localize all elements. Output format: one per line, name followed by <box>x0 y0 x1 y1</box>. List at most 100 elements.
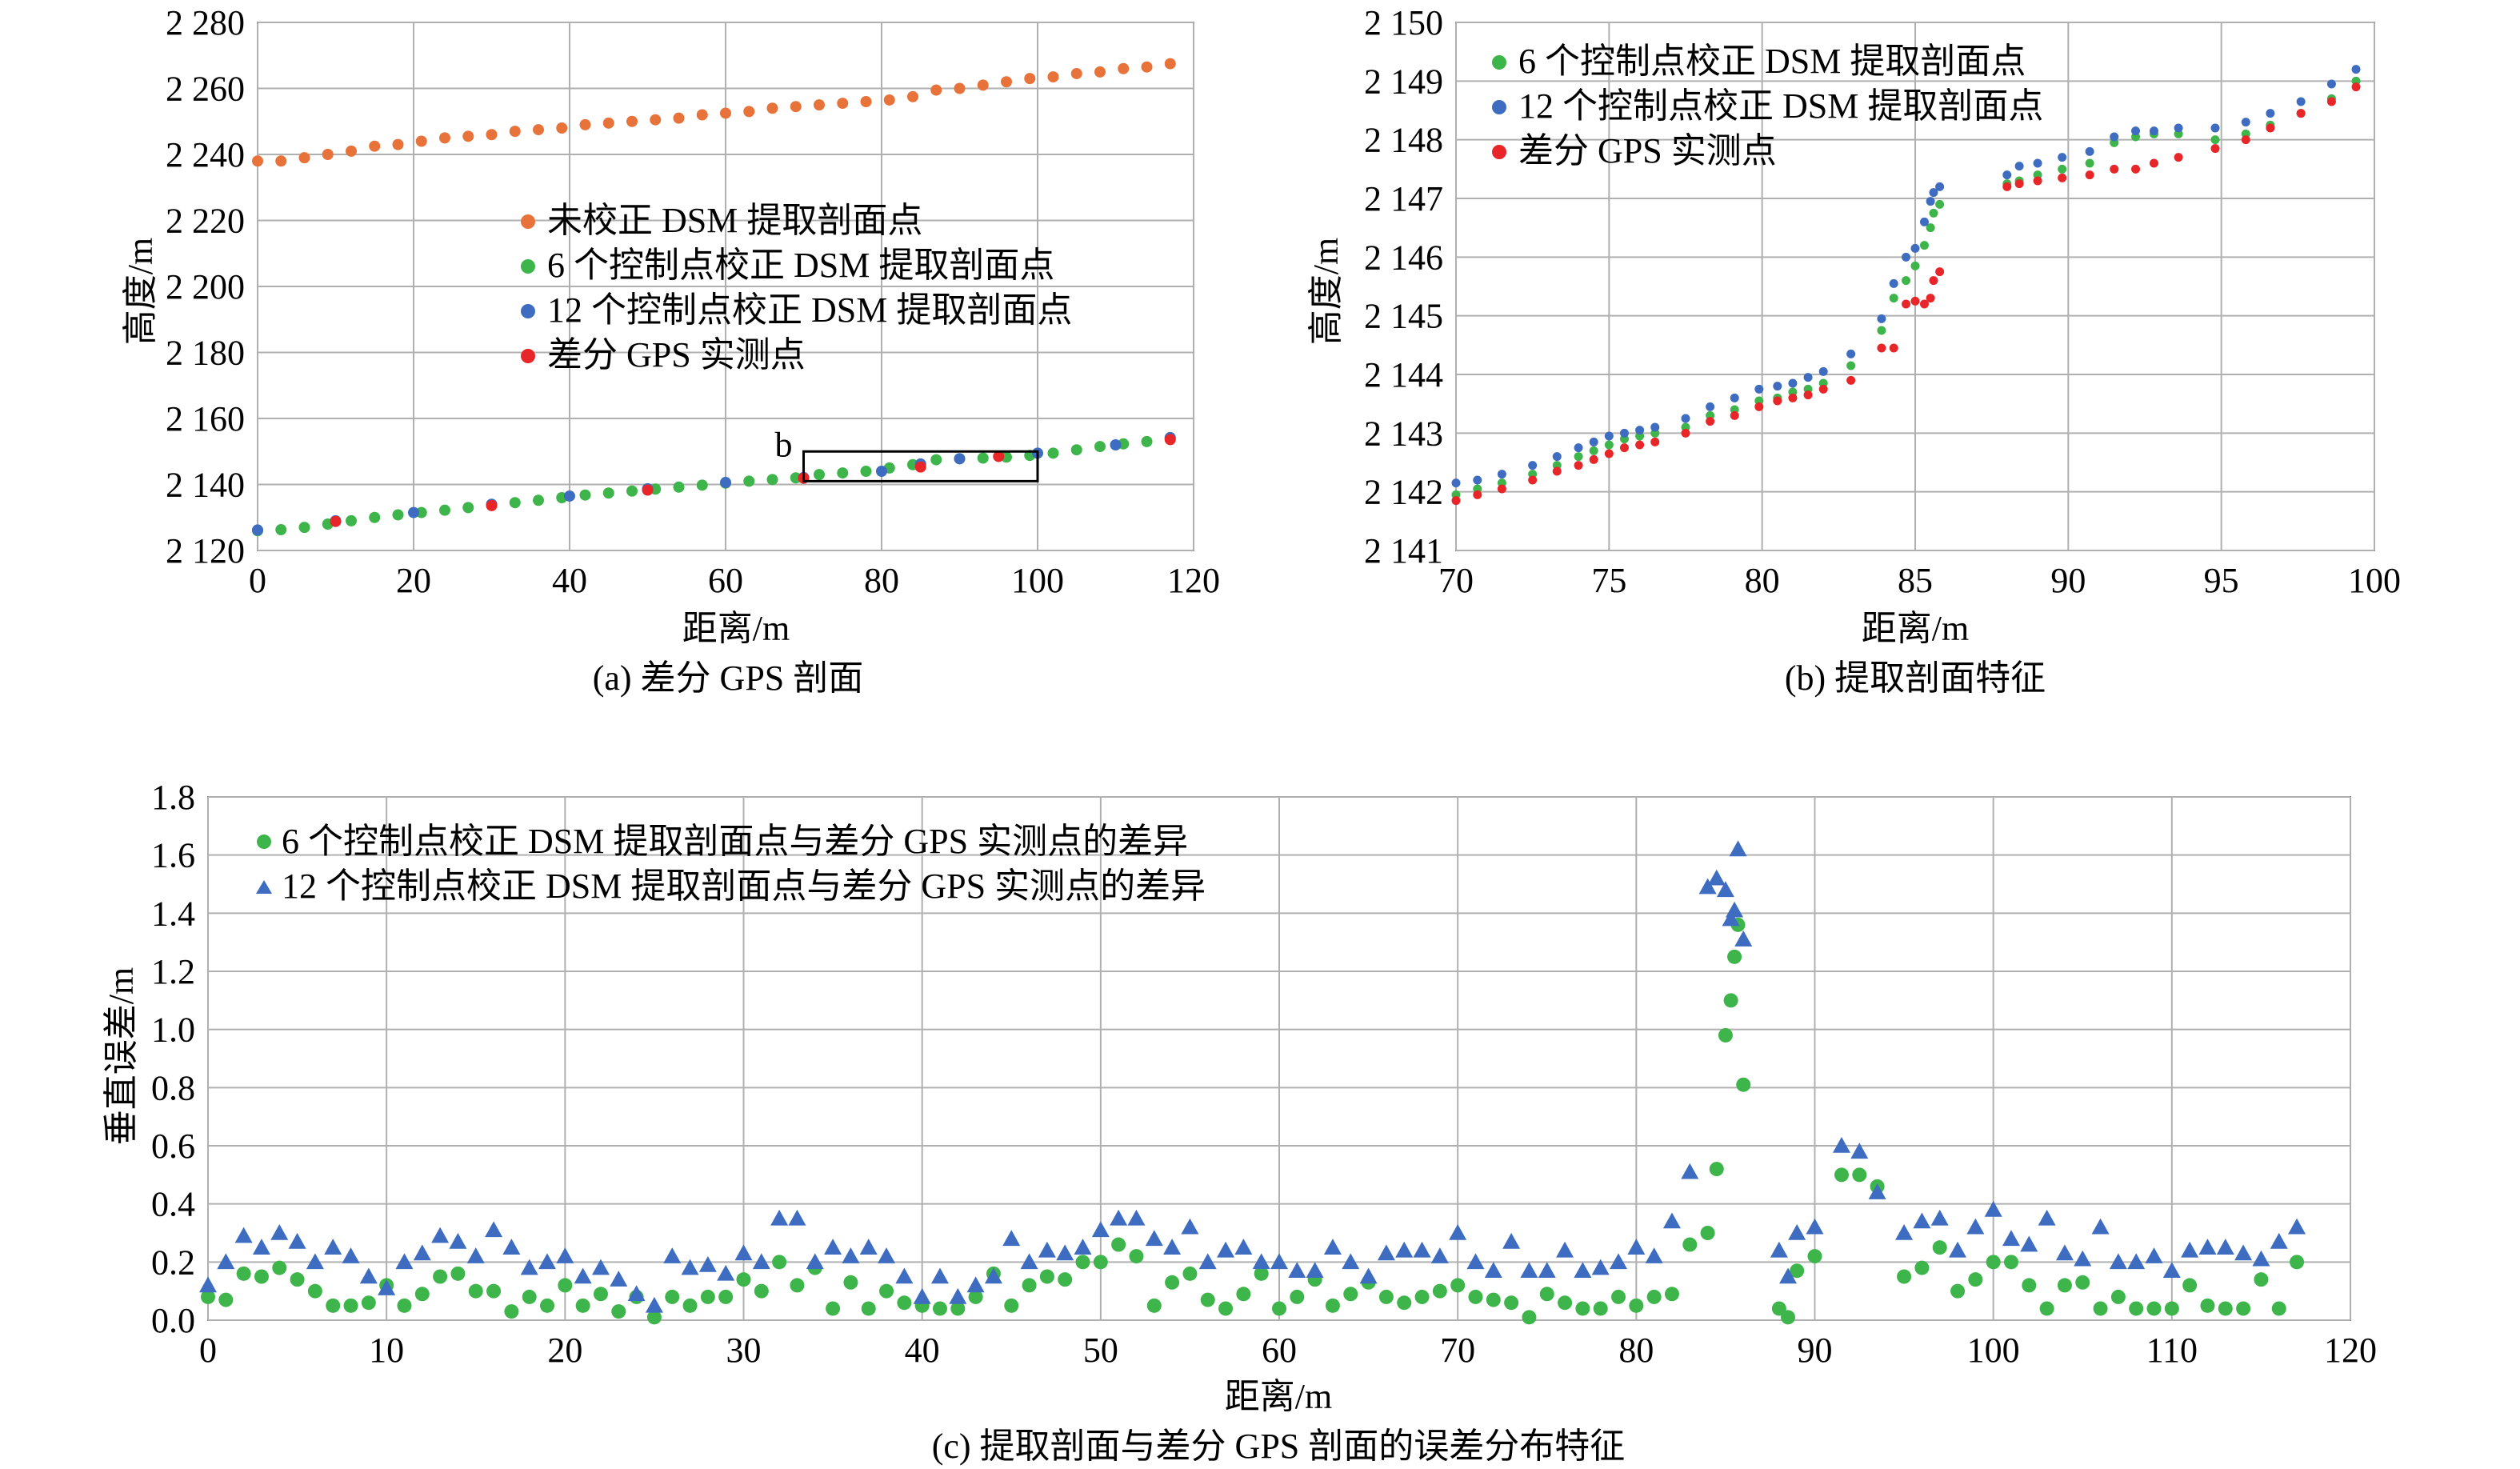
legend-a-label-2: 12 个控制点校正 DSM 提取剖面点 <box>547 290 1072 330</box>
data-point <box>1604 431 1614 441</box>
data-point <box>199 1276 217 1293</box>
y-tick-label: 2 149 <box>1364 62 1443 101</box>
x-tick-label: 0 <box>199 1331 217 1370</box>
data-point <box>1002 1230 1021 1247</box>
data-point <box>954 453 966 465</box>
y-tick-label: 2 200 <box>166 267 245 306</box>
data-point <box>1850 1143 1869 1159</box>
x-tick-label: 90 <box>2050 561 2086 600</box>
data-point <box>1004 1298 1019 1313</box>
data-point <box>1754 402 1764 411</box>
data-point <box>1929 208 1938 218</box>
data-point <box>322 149 334 160</box>
data-point <box>790 1278 805 1293</box>
data-point <box>2149 158 2158 168</box>
data-point <box>772 1255 787 1270</box>
x-tick-label: 100 <box>2348 561 2401 600</box>
chart-c-xlabel: 距离/m <box>1225 1377 1332 1416</box>
data-point <box>879 1283 894 1299</box>
data-point <box>2093 1301 2108 1316</box>
legend-b-marker-2 <box>1492 145 1506 159</box>
data-point <box>1604 440 1614 450</box>
y-tick-label: 1.6 <box>151 836 195 875</box>
data-point <box>1432 1283 1447 1299</box>
data-point <box>2216 1239 2234 1255</box>
data-point <box>1966 1218 1985 1235</box>
x-tick-label: 80 <box>1618 1331 1654 1370</box>
data-point <box>2131 126 2141 136</box>
data-point <box>720 107 731 119</box>
data-point <box>1926 294 1935 303</box>
data-point <box>2002 170 2012 180</box>
chart-a-caption: (a) 差分 GPS 剖面 <box>593 658 864 698</box>
data-point <box>486 1283 502 1299</box>
data-point <box>602 487 614 499</box>
y-tick-label: 2 145 <box>1364 297 1443 336</box>
data-point <box>2085 170 2094 180</box>
data-point <box>1254 1266 1269 1281</box>
data-point <box>1070 444 1082 456</box>
data-point <box>1949 1241 1967 1258</box>
data-point <box>1650 437 1660 446</box>
data-point <box>1528 461 1538 470</box>
x-tick-label: 20 <box>396 561 431 600</box>
data-point <box>1926 197 1935 206</box>
data-point <box>1723 993 1738 1008</box>
data-point <box>2326 79 2336 89</box>
chart-b-marks <box>1451 65 2361 506</box>
data-point <box>522 1289 537 1304</box>
data-point <box>1664 1287 1679 1302</box>
x-tick-label: 100 <box>1011 561 1064 600</box>
y-tick-label: 2 142 <box>1364 473 1443 512</box>
data-point <box>1682 1237 1698 1252</box>
y-tick-label: 2 240 <box>166 135 245 174</box>
y-tick-label: 2 280 <box>166 3 245 42</box>
data-point <box>2131 164 2141 174</box>
data-point <box>930 454 942 466</box>
data-point <box>1574 1262 1592 1279</box>
data-point <box>1806 1218 1824 1235</box>
data-point <box>1047 447 1059 459</box>
data-point <box>2288 1218 2306 1235</box>
data-point <box>1790 1263 1805 1279</box>
data-point <box>1449 1224 1467 1240</box>
x-tick-label: 40 <box>905 1331 940 1370</box>
data-point <box>307 1283 322 1299</box>
data-point <box>681 1259 699 1275</box>
data-point <box>1832 1137 1850 1153</box>
data-point <box>1110 1209 1128 1226</box>
data-point <box>2241 118 2250 127</box>
data-point <box>2055 1244 2074 1261</box>
data-point <box>1450 1278 1466 1293</box>
data-point <box>602 117 614 129</box>
data-point <box>593 1287 608 1302</box>
data-point <box>579 118 591 130</box>
data-point <box>1935 267 1945 277</box>
x-tick-label: 40 <box>552 561 587 600</box>
data-point <box>1730 393 1739 402</box>
data-point <box>449 1232 467 1249</box>
data-point <box>1773 396 1782 406</box>
data-point <box>2271 1301 2286 1316</box>
data-point <box>2129 1301 2144 1316</box>
data-point <box>1001 76 1012 88</box>
data-point <box>408 506 419 518</box>
data-point <box>859 1239 878 1255</box>
data-point <box>843 1275 858 1290</box>
y-tick-label: 1.2 <box>151 952 195 991</box>
data-point <box>2252 1250 2270 1267</box>
data-point <box>330 515 342 527</box>
data-point <box>876 466 887 477</box>
data-point <box>1141 435 1153 447</box>
data-point <box>2198 1239 2217 1255</box>
data-point <box>1681 414 1690 423</box>
data-point <box>977 452 989 464</box>
data-point <box>736 1272 751 1287</box>
y-tick-label: 1.0 <box>151 1011 195 1050</box>
data-point <box>1706 402 1715 411</box>
data-point <box>2003 1255 2018 1270</box>
data-point <box>1181 1218 1199 1235</box>
data-point <box>414 1287 430 1302</box>
chart-b-ylabel: 高度/m <box>1306 238 1346 345</box>
